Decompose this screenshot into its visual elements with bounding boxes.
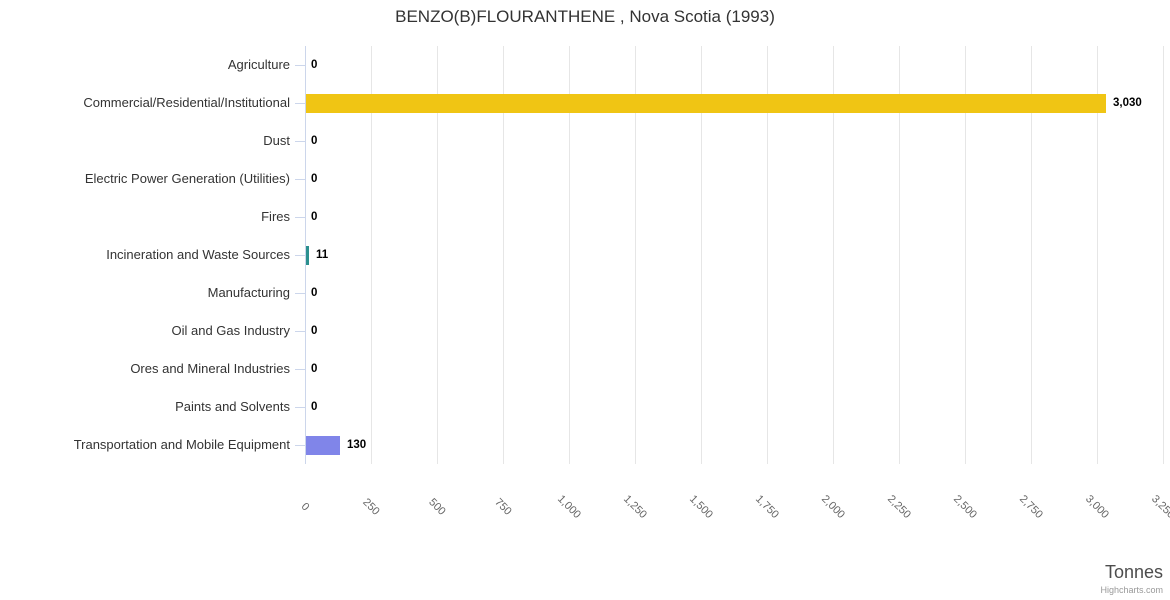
value-label: 3,030 — [1113, 97, 1142, 109]
y-axis-line — [305, 46, 306, 464]
x-tick-label: 3,250 — [1149, 493, 1170, 521]
category-tick — [295, 407, 305, 408]
category-label: Commercial/Residential/Institutional — [83, 95, 290, 110]
value-label: 0 — [311, 287, 318, 299]
gridline — [1097, 46, 1098, 464]
gridline — [701, 46, 702, 464]
category-tick — [295, 255, 305, 256]
value-label: 0 — [311, 173, 318, 185]
x-tick-label: 1,000 — [555, 493, 583, 521]
value-label: 0 — [311, 363, 318, 375]
category-label: Electric Power Generation (Utilities) — [84, 171, 290, 186]
gridline — [503, 46, 504, 464]
bar[interactable] — [306, 245, 309, 265]
chart-title: BENZO(B)FLOURANTHENE , Nova Scotia (1993… — [395, 7, 775, 26]
x-tick-label: 250 — [360, 496, 382, 518]
category-label: Fires — [261, 209, 290, 224]
category-label: Ores and Mineral Industries — [130, 361, 290, 376]
value-label: 0 — [311, 401, 318, 413]
value-label: 0 — [311, 211, 318, 223]
value-label: 130 — [347, 439, 367, 451]
gridline — [965, 46, 966, 464]
x-tick-label: 1,750 — [753, 493, 781, 521]
value-label: 0 — [311, 59, 318, 71]
x-tick-label: 500 — [426, 496, 448, 518]
category-label: Manufacturing — [207, 285, 290, 300]
category-tick — [295, 331, 305, 332]
x-tick-label: 2,000 — [819, 493, 847, 521]
gridline — [899, 46, 900, 464]
gridline — [1031, 46, 1032, 464]
category-label: Paints and Solvents — [175, 399, 290, 414]
category-tick — [295, 445, 305, 446]
x-tick-label: 2,500 — [951, 493, 979, 521]
category-tick — [295, 217, 305, 218]
category-label: Transportation and Mobile Equipment — [73, 437, 290, 452]
x-tick-label: 0 — [298, 500, 312, 514]
gridline — [635, 46, 636, 464]
category-label: Oil and Gas Industry — [171, 323, 291, 338]
value-label: 0 — [311, 325, 318, 337]
bar[interactable] — [306, 435, 340, 455]
gridline — [767, 46, 768, 464]
x-tick-label: 1,500 — [687, 493, 715, 521]
gridline — [569, 46, 570, 464]
category-label: Incineration and Waste Sources — [106, 247, 290, 262]
x-tick-label: 2,750 — [1017, 493, 1045, 521]
value-label: 11 — [316, 249, 329, 261]
category-tick — [295, 103, 305, 104]
category-label: Dust — [263, 133, 290, 148]
category-tick — [295, 293, 305, 294]
bar[interactable] — [306, 93, 1106, 113]
x-tick-label: 1,250 — [621, 493, 649, 521]
gridline — [1163, 46, 1164, 464]
x-tick-label: 3,000 — [1083, 493, 1111, 521]
value-label: 0 — [311, 135, 318, 147]
category-tick — [295, 65, 305, 66]
category-tick — [295, 179, 305, 180]
category-tick — [295, 141, 305, 142]
highcharts-credit-link[interactable]: Highcharts.com — [1100, 585, 1163, 595]
category-tick — [295, 369, 305, 370]
x-axis-title: Tonnes — [1104, 562, 1163, 582]
x-tick-label: 750 — [492, 496, 514, 518]
gridline — [371, 46, 372, 464]
gridline — [437, 46, 438, 464]
gridline — [833, 46, 834, 464]
x-tick-label: 2,250 — [885, 493, 913, 521]
category-label: Agriculture — [227, 57, 290, 72]
